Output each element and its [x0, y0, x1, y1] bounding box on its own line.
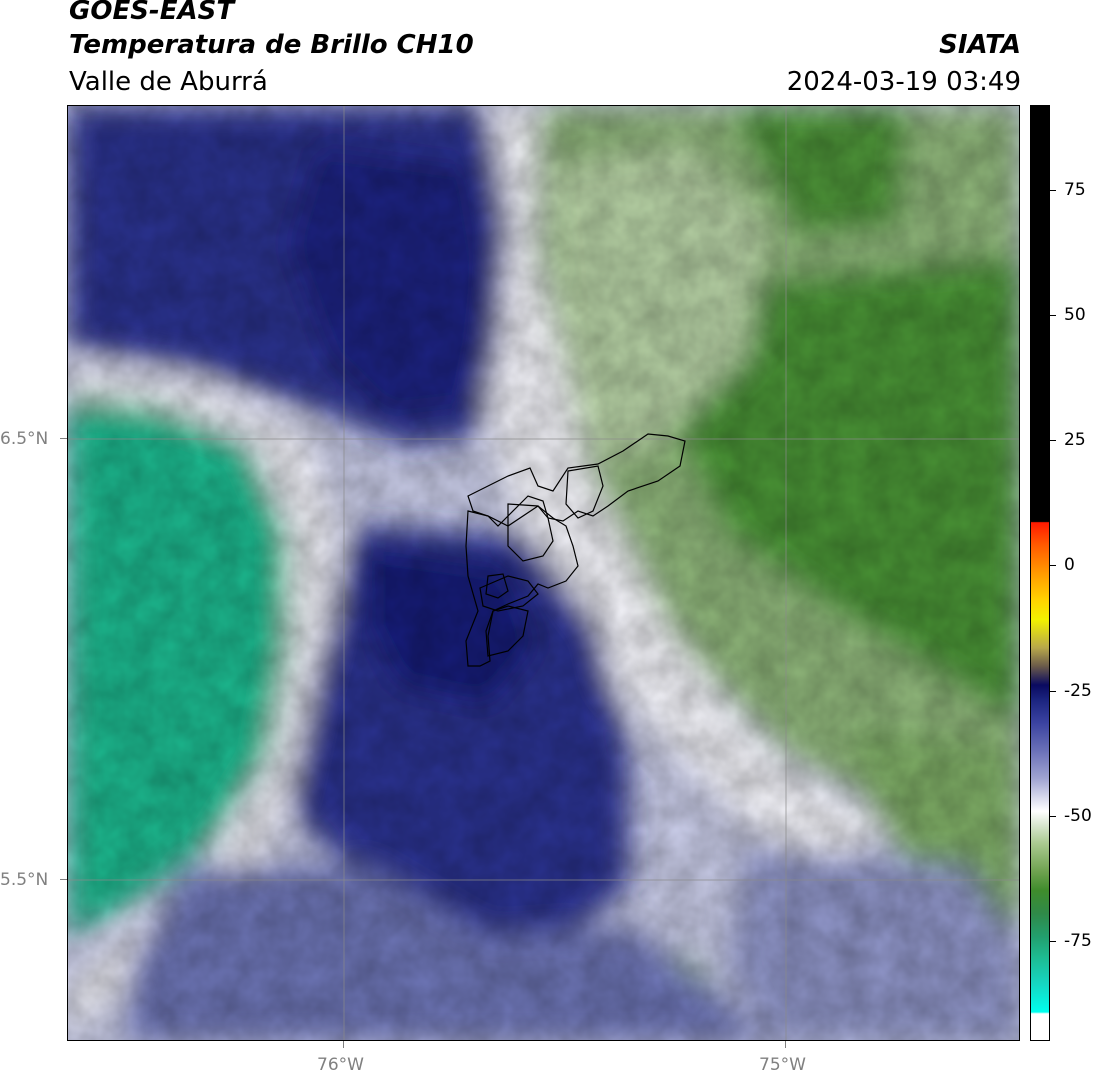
boundary-center — [465, 505, 579, 667]
lat-label-6-5: 6.5°N — [0, 429, 49, 449]
map-panel[interactable] — [67, 105, 1020, 1041]
boundary-south-2 — [485, 605, 529, 657]
colorbar-label: 25 — [1064, 430, 1086, 450]
municipal-boundaries — [465, 433, 686, 667]
colorbar-tick — [1050, 190, 1056, 191]
colorbar-label: -75 — [1064, 931, 1092, 951]
colorbar-label: -50 — [1064, 806, 1092, 826]
lat-label-5-5: 5.5°N — [0, 870, 49, 890]
boundary-east — [565, 465, 604, 519]
colorbar — [1030, 105, 1050, 1041]
boundary-south-3 — [485, 573, 509, 599]
lat-tick-6-5 — [60, 438, 67, 439]
boundary-north — [467, 433, 686, 527]
lat-tick-5-5 — [60, 879, 67, 880]
colorbar-tick — [1050, 941, 1056, 942]
colorbar-tick — [1050, 440, 1056, 441]
lon-label-75: 75°W — [759, 1055, 806, 1075]
colorbar-label: -25 — [1064, 681, 1092, 701]
satellite-title: GOES-EAST — [69, 0, 235, 26]
colorbar-label: 50 — [1064, 305, 1086, 325]
region-subtitle: Valle de Aburrá — [69, 67, 268, 97]
colorbar-label: 0 — [1064, 555, 1075, 575]
product-title: Temperatura de Brillo CH10 — [69, 30, 474, 60]
colorbar-tick — [1050, 565, 1056, 566]
lon-tick-75 — [785, 1041, 786, 1048]
texture — [68, 106, 1019, 1040]
boundary-south-1 — [479, 575, 539, 612]
agency-label: SIATA — [939, 30, 1021, 60]
colorbar-tick — [1050, 816, 1056, 817]
datetime-label: 2024-03-19 03:49 — [786, 67, 1021, 97]
lon-tick-76 — [343, 1041, 344, 1048]
colorbar-tick — [1050, 691, 1056, 692]
colorbar-label: 75 — [1064, 180, 1086, 200]
lon-label-76: 76°W — [317, 1055, 364, 1075]
boundary-west — [507, 503, 554, 562]
colorbar-tick — [1050, 315, 1056, 316]
colorbar-gradient — [1031, 106, 1049, 1040]
brightness-temperature-map — [68, 106, 1019, 1040]
